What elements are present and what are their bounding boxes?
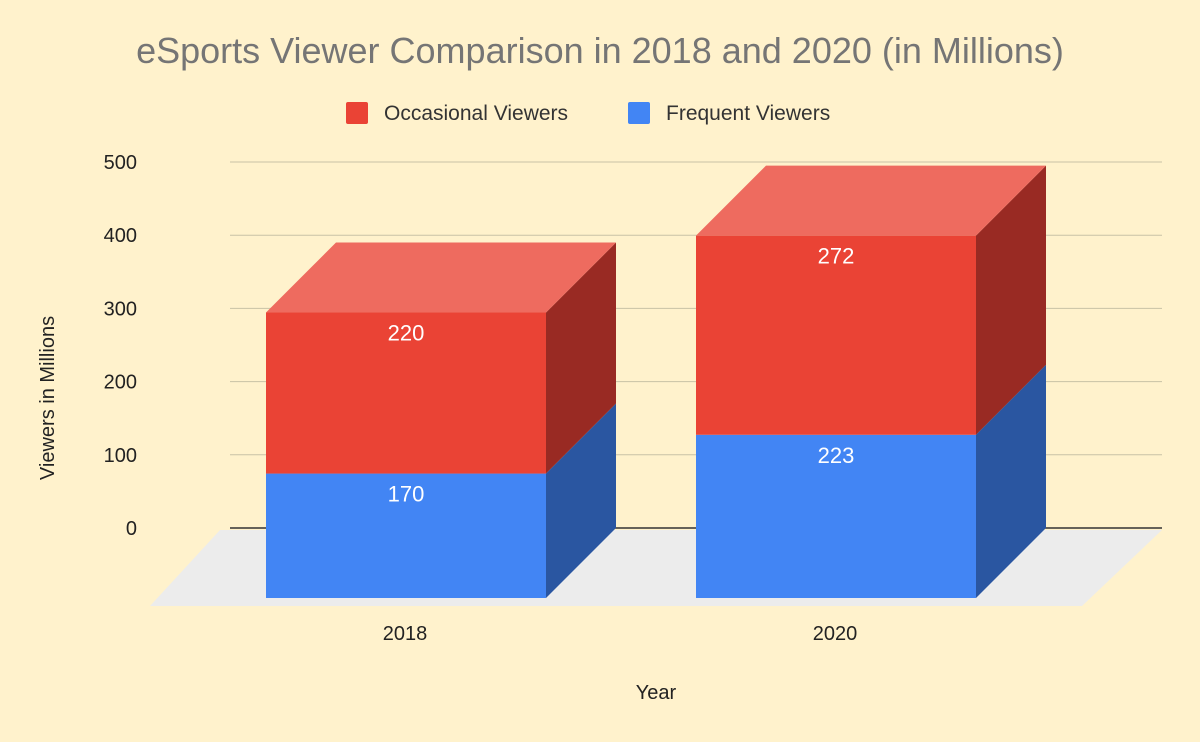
data-label: 170 xyxy=(388,482,425,507)
y-tick-label: 300 xyxy=(104,298,137,320)
bar-top xyxy=(266,242,616,313)
legend-swatch xyxy=(346,102,368,124)
x-tick-label: 2018 xyxy=(383,623,428,645)
x-axis-title: Year xyxy=(636,682,677,704)
bar-front xyxy=(696,235,976,435)
bar-side xyxy=(546,242,616,474)
data-label: 272 xyxy=(818,244,855,269)
y-tick-label: 200 xyxy=(104,372,137,394)
data-label: 220 xyxy=(388,321,425,346)
legend-label: Occasional Viewers xyxy=(384,102,568,125)
data-label: 223 xyxy=(818,443,855,468)
y-tick-label: 0 xyxy=(126,518,137,540)
bar-front xyxy=(266,473,546,598)
bar-side xyxy=(976,364,1046,598)
x-tick-label: 2020 xyxy=(813,623,858,645)
chart-title: eSports Viewer Comparison in 2018 and 20… xyxy=(136,30,1064,71)
legend-label: Frequent Viewers xyxy=(666,102,830,125)
legend-swatch xyxy=(628,102,650,124)
y-tick-label: 500 xyxy=(104,152,137,174)
y-tick-label: 400 xyxy=(104,225,137,247)
y-tick-label: 100 xyxy=(104,445,137,467)
bar-side xyxy=(976,165,1046,435)
bar-front xyxy=(696,434,976,598)
bar-front xyxy=(266,312,546,474)
bar-side xyxy=(546,403,616,598)
y-axis-title: Viewers in Millions xyxy=(37,316,59,480)
bar-top xyxy=(696,165,1046,236)
